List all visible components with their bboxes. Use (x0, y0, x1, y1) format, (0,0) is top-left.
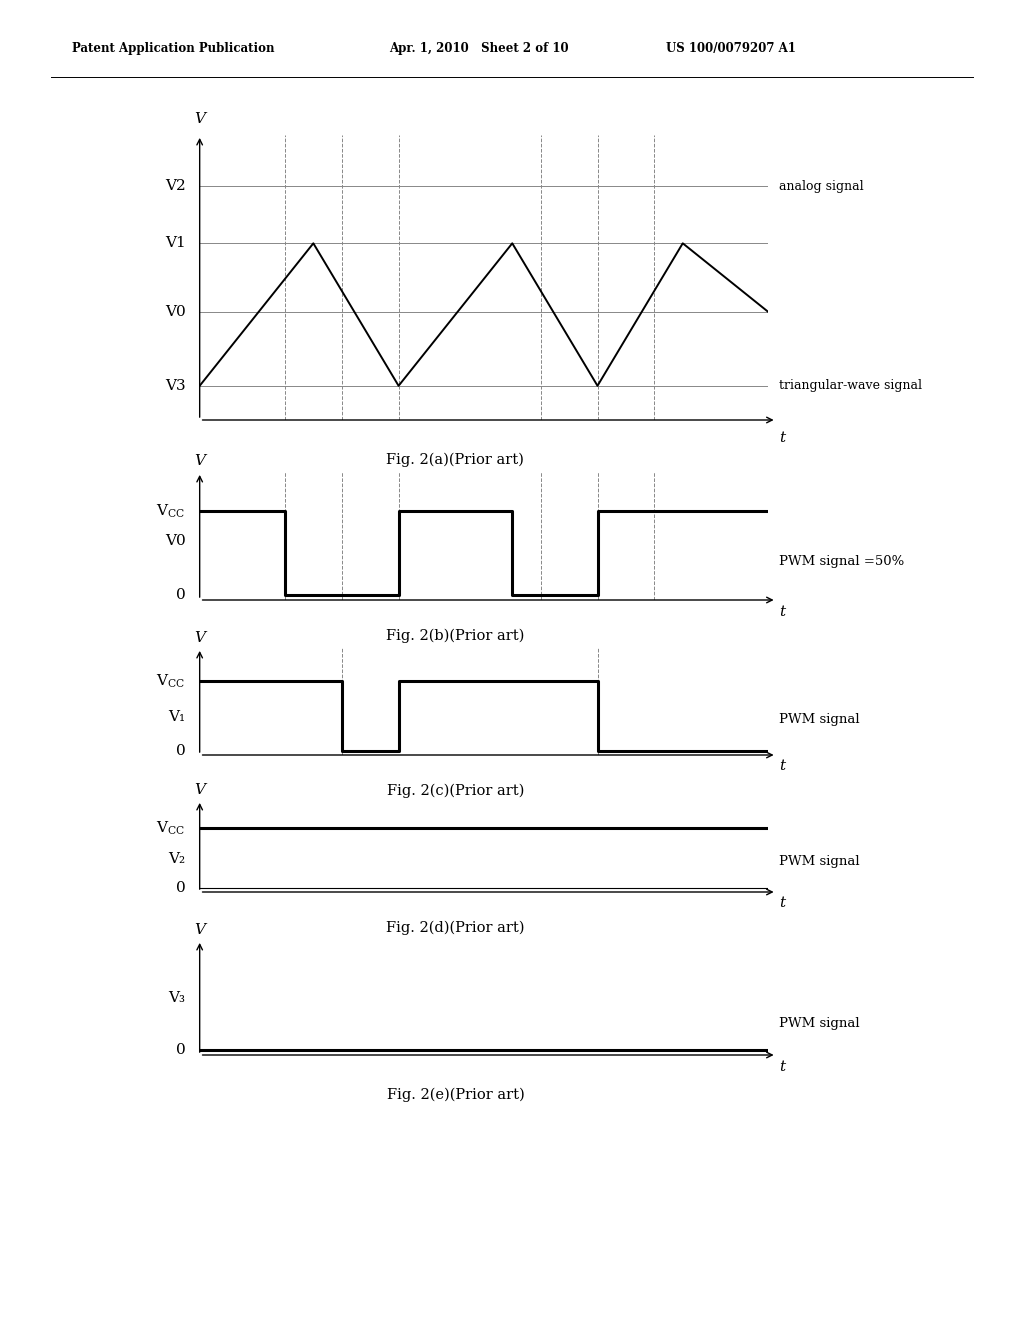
Text: V: V (195, 783, 205, 797)
Text: V: V (195, 454, 205, 469)
Text: Apr. 1, 2010   Sheet 2 of 10: Apr. 1, 2010 Sheet 2 of 10 (389, 42, 568, 55)
Text: V₂: V₂ (168, 851, 185, 866)
Text: t: t (779, 1060, 785, 1073)
Text: PWM signal: PWM signal (779, 855, 860, 867)
Text: V: V (195, 112, 205, 127)
Text: Fig. 2(e)(Prior art): Fig. 2(e)(Prior art) (386, 1088, 524, 1102)
Text: PWM signal =50%: PWM signal =50% (779, 554, 904, 568)
Text: 0: 0 (176, 882, 185, 895)
Text: Fig. 2(c)(Prior art): Fig. 2(c)(Prior art) (387, 784, 524, 799)
Text: Fig. 2(a)(Prior art): Fig. 2(a)(Prior art) (386, 453, 524, 467)
Text: triangular-wave signal: triangular-wave signal (779, 379, 923, 392)
Text: PWM signal: PWM signal (779, 713, 860, 726)
Text: US 100/0079207 A1: US 100/0079207 A1 (666, 42, 796, 55)
Text: V0: V0 (165, 305, 185, 318)
Text: V: V (195, 631, 205, 644)
Text: analog signal: analog signal (779, 180, 864, 193)
Text: V: V (195, 923, 205, 937)
Text: Fig. 2(b)(Prior art): Fig. 2(b)(Prior art) (386, 630, 524, 643)
Text: t: t (779, 432, 785, 445)
Text: t: t (779, 759, 785, 774)
Text: 0: 0 (176, 1043, 185, 1057)
Text: $\mathregular{V_{CC}}$: $\mathregular{V_{CC}}$ (157, 503, 185, 520)
Text: Fig. 2(d)(Prior art): Fig. 2(d)(Prior art) (386, 921, 524, 936)
Text: V0: V0 (165, 535, 185, 548)
Text: V3: V3 (165, 379, 185, 393)
Text: Patent Application Publication: Patent Application Publication (72, 42, 274, 55)
Text: V₁: V₁ (168, 710, 185, 723)
Text: $\mathregular{V_{CC}}$: $\mathregular{V_{CC}}$ (157, 820, 185, 837)
Text: PWM signal: PWM signal (779, 1018, 860, 1031)
Text: V1: V1 (165, 236, 185, 251)
Text: V₃: V₃ (169, 990, 185, 1005)
Text: 0: 0 (176, 743, 185, 758)
Text: t: t (779, 605, 785, 619)
Text: $\mathregular{V_{CC}}$: $\mathregular{V_{CC}}$ (157, 672, 185, 689)
Text: V2: V2 (165, 180, 185, 193)
Text: 0: 0 (176, 587, 185, 602)
Text: t: t (779, 896, 785, 909)
